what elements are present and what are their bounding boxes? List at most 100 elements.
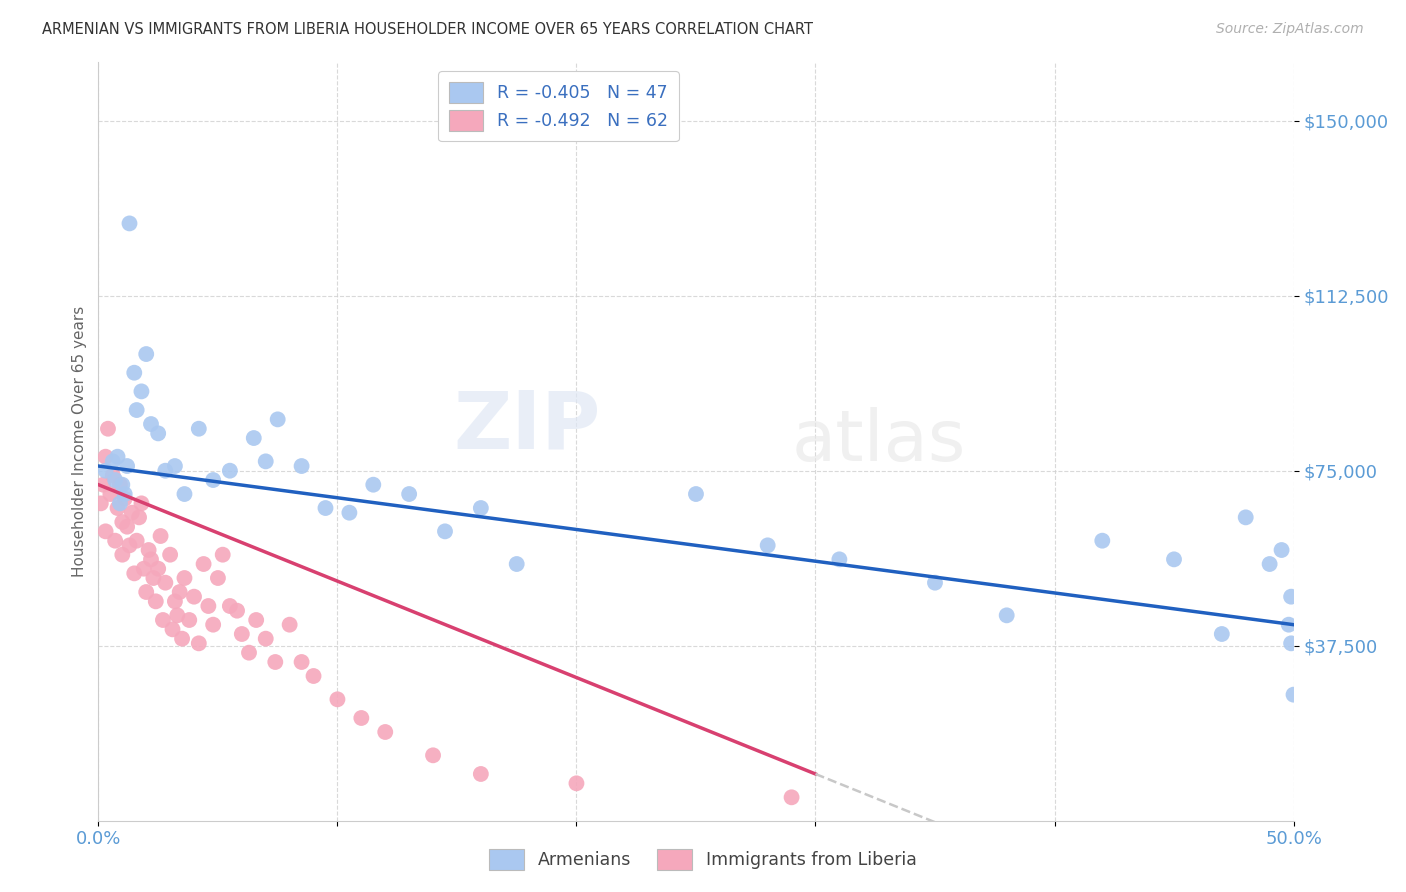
Point: [155, 575, 177, 590]
Point: [685, 487, 707, 501]
Point: [245, 613, 267, 627]
Point: [118, 538, 141, 552]
Point: [115, 519, 138, 533]
Point: [1271, 543, 1294, 558]
Point: [163, 594, 186, 608]
Point: [125, 533, 148, 548]
Point: [398, 487, 420, 501]
Point: [108, 477, 131, 491]
Point: [231, 627, 253, 641]
Text: ARMENIAN VS IMMIGRANTS FROM LIBERIA HOUSEHOLDER INCOME OVER 65 YEARS CORRELATION: ARMENIAN VS IMMIGRANTS FROM LIBERIA HOUS…: [42, 22, 813, 37]
Point: [1163, 552, 1185, 566]
Point: [350, 711, 373, 725]
Point: [278, 617, 301, 632]
Point: [148, 426, 170, 441]
Point: [1258, 557, 1281, 571]
Point: [169, 585, 191, 599]
Point: [780, 790, 803, 805]
Point: [94, 464, 117, 478]
Point: [995, 608, 1018, 623]
Point: [166, 608, 188, 623]
Point: [139, 552, 162, 566]
Point: [254, 454, 277, 468]
Point: [506, 557, 529, 571]
Point: [1211, 627, 1233, 641]
Point: [138, 543, 160, 558]
Point: [187, 636, 209, 650]
Point: [243, 431, 266, 445]
Point: [135, 347, 157, 361]
Point: [149, 529, 172, 543]
Point: [211, 548, 233, 562]
Point: [104, 473, 127, 487]
Point: [111, 548, 134, 562]
Point: [128, 510, 150, 524]
Point: [94, 450, 117, 464]
Point: [124, 566, 146, 581]
Point: [148, 562, 170, 576]
Point: [163, 458, 186, 473]
Point: [374, 725, 396, 739]
Point: [219, 599, 242, 613]
Point: [108, 496, 131, 510]
Point: [152, 613, 174, 627]
Point: [118, 216, 141, 230]
Point: [1278, 617, 1301, 632]
Point: [264, 655, 287, 669]
Point: [179, 613, 201, 627]
Point: [132, 562, 155, 576]
Point: [291, 655, 314, 669]
Point: [302, 669, 325, 683]
Point: [114, 487, 136, 501]
Y-axis label: Householder Income Over 65 years: Householder Income Over 65 years: [72, 306, 87, 577]
Point: [94, 524, 117, 539]
Point: [326, 692, 349, 706]
Point: [124, 366, 146, 380]
Point: [291, 458, 314, 473]
Point: [104, 533, 127, 548]
Point: [1282, 688, 1305, 702]
Point: [101, 468, 124, 483]
Point: [107, 450, 129, 464]
Point: [114, 491, 136, 506]
Point: [470, 501, 492, 516]
Point: [363, 477, 385, 491]
Point: [924, 575, 946, 590]
Point: [267, 412, 290, 426]
Point: [125, 403, 148, 417]
Point: [135, 585, 157, 599]
Point: [193, 557, 215, 571]
Point: [422, 748, 444, 763]
Legend: Armenians, Immigrants from Liberia: Armenians, Immigrants from Liberia: [481, 840, 925, 879]
Point: [172, 632, 194, 646]
Point: [1279, 590, 1302, 604]
Point: [1091, 533, 1114, 548]
Point: [90, 496, 112, 510]
Point: [339, 506, 361, 520]
Text: atlas: atlas: [792, 407, 966, 476]
Point: [470, 767, 492, 781]
Point: [1279, 636, 1302, 650]
Point: [142, 571, 165, 585]
Point: [202, 473, 225, 487]
Point: [145, 594, 167, 608]
Point: [111, 515, 134, 529]
Point: [111, 477, 134, 491]
Point: [155, 464, 177, 478]
Point: [139, 417, 162, 431]
Text: ZIP: ZIP: [453, 387, 600, 466]
Point: [254, 632, 277, 646]
Point: [565, 776, 588, 790]
Point: [207, 571, 229, 585]
Point: [97, 422, 120, 436]
Point: [107, 501, 129, 516]
Point: [187, 422, 209, 436]
Point: [828, 552, 851, 566]
Point: [131, 496, 153, 510]
Text: Source: ZipAtlas.com: Source: ZipAtlas.com: [1216, 22, 1364, 37]
Point: [162, 623, 184, 637]
Point: [226, 604, 249, 618]
Point: [183, 590, 205, 604]
Point: [159, 548, 181, 562]
Point: [197, 599, 219, 613]
